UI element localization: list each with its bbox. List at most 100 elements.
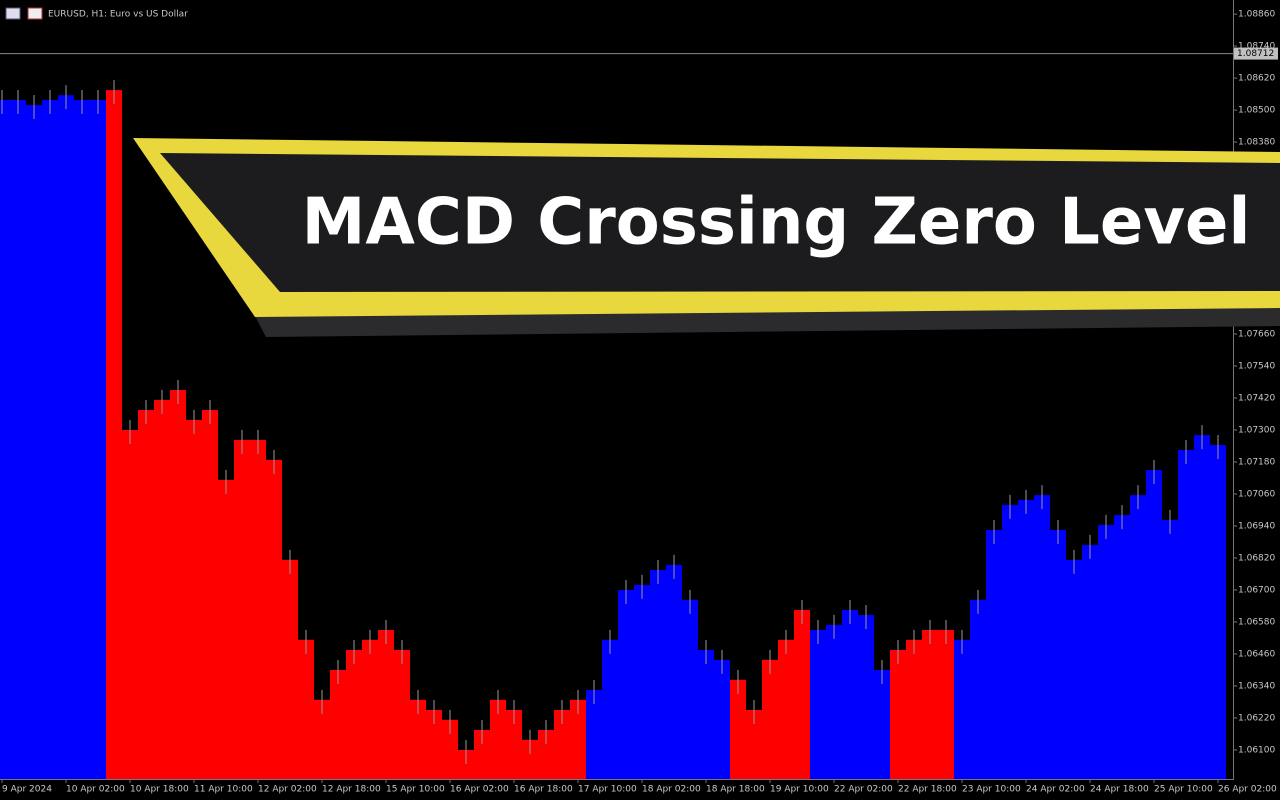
bar [634,584,650,779]
bar [522,739,538,779]
x-tick-label: 12 Apr 18:00 [322,785,381,795]
y-tick-label: 1.06100 [1238,745,1275,755]
bar [746,709,762,779]
x-tick-label: 24 Apr 02:00 [1026,785,1085,795]
y-tick-label: 1.08500 [1238,106,1275,116]
y-tick-label: 1.07420 [1238,394,1275,404]
bar [394,649,410,779]
x-tick-label: 10 Apr 18:00 [130,785,189,795]
bar [1050,529,1066,779]
y-tick-label: 1.06580 [1238,617,1275,627]
banner-title: MACD Crossing Zero Level [302,186,1251,260]
bar [970,599,986,779]
bar [986,529,1002,779]
bar [698,649,714,779]
bar [282,559,298,779]
bar [1162,519,1178,779]
bar [442,719,458,779]
bar [90,99,106,779]
bar [794,609,810,779]
y-tick-label: 1.08740 [1238,42,1275,52]
bar [346,649,362,779]
y-tick-label: 1.08860 [1238,10,1275,20]
bar [10,99,26,779]
bar [490,699,506,779]
bar [218,479,234,779]
bar [1098,524,1114,779]
x-tick-label: 10 Apr 02:00 [66,785,125,795]
x-tick-label: 24 Apr 18:00 [1090,785,1149,795]
bar [170,390,186,779]
bar [570,699,586,779]
bar [202,410,218,779]
bar [1146,470,1162,779]
bar [954,639,970,779]
bar [1210,444,1226,779]
bar [26,105,42,780]
bar [602,639,618,779]
bar [314,699,330,779]
y-tick-label: 1.07060 [1238,490,1275,500]
chart-icon[interactable] [27,7,43,20]
y-tick-label: 1.07180 [1238,458,1275,468]
bar [154,399,170,779]
bar [1178,450,1194,779]
bar [426,709,442,779]
bar [762,659,778,779]
bar [586,689,602,779]
bar [42,99,58,779]
current-price-box [1234,47,1278,60]
x-tick-label: 26 Apr 02:00 [1218,785,1277,795]
bar [554,709,570,779]
bar [506,709,522,779]
chart-title: EURUSD, H1: Euro vs US Dollar [48,10,188,20]
y-tick-label: 1.06220 [1238,713,1275,723]
x-tick-label: 18 Apr 02:00 [642,785,701,795]
bar [1082,544,1098,779]
bar [74,99,90,779]
x-tick-label: 16 Apr 18:00 [514,785,573,795]
bar [778,639,794,779]
y-tick-label: 1.06700 [1238,585,1275,595]
bar [890,649,906,779]
x-tick-label: 15 Apr 10:00 [386,785,445,795]
bar [0,99,10,779]
y-tick-label: 1.06940 [1238,521,1275,531]
x-tick-label: 18 Apr 18:00 [706,785,765,795]
bar [650,569,666,779]
bar [330,669,346,779]
x-tick-label: 25 Apr 10:00 [1154,785,1213,795]
y-tick-label: 1.08620 [1238,74,1275,84]
bar [922,629,938,779]
bar [666,564,682,779]
x-tick-label: 11 Apr 10:00 [194,785,253,795]
bar [906,639,922,779]
bar [938,629,954,779]
x-tick-label: 16 Apr 02:00 [450,785,509,795]
bar [682,599,698,779]
banner: MACD Crossing Zero Level [133,138,1280,337]
bar [186,419,202,779]
bar [250,439,266,779]
bar [1002,504,1018,779]
plot-area [0,80,1226,780]
bar [138,410,154,779]
y-tick-label: 1.07540 [1238,362,1275,372]
x-tick-label: 23 Apr 10:00 [962,785,1021,795]
x-tick-label: 17 Apr 10:00 [578,785,637,795]
bar [826,624,842,779]
bar [410,699,426,779]
y-tick-label: 1.06340 [1238,681,1275,691]
menu-icon[interactable] [5,7,21,20]
bar [714,659,730,779]
banner-body [160,153,1280,292]
current-price-label: 1.08712 [1237,49,1274,59]
bar [618,589,634,779]
y-tick-label: 1.07300 [1238,426,1275,436]
bar [378,629,394,779]
x-tick-label: 12 Apr 02:00 [258,785,317,795]
bar [266,459,282,779]
bar [538,729,554,779]
y-tick-label: 1.08380 [1238,138,1275,148]
